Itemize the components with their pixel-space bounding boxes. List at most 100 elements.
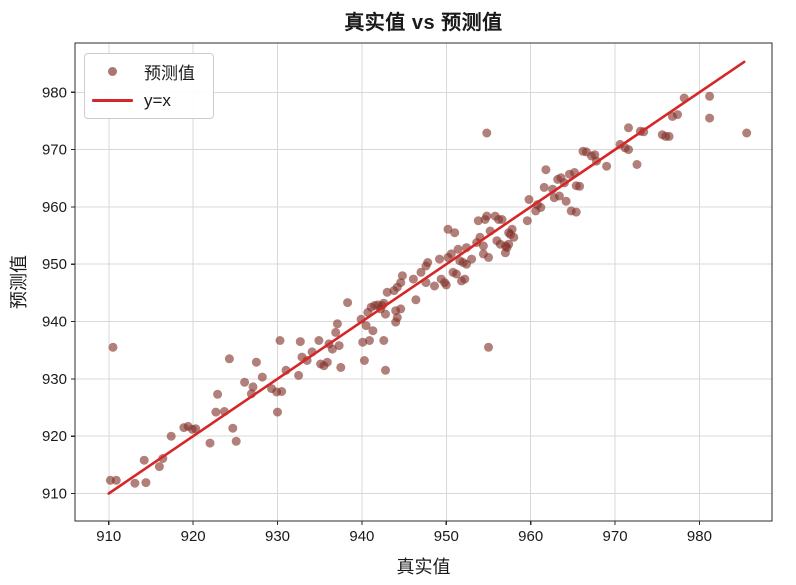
scatter-point bbox=[211, 407, 221, 417]
scatter-marker-icon bbox=[108, 66, 117, 76]
scatter-point bbox=[314, 336, 324, 345]
scatter-point bbox=[571, 207, 581, 217]
scatter-point bbox=[191, 424, 201, 434]
scatter-point bbox=[451, 269, 461, 279]
scatter-point bbox=[411, 295, 421, 305]
scatter-point bbox=[484, 342, 493, 352]
scatter-point bbox=[664, 131, 674, 141]
scatter-point bbox=[430, 281, 439, 291]
scatter-point bbox=[224, 354, 234, 364]
scatter-point bbox=[397, 271, 407, 281]
axes-spines bbox=[74, 42, 773, 522]
scatter-point bbox=[332, 319, 342, 329]
legend: 预测值 y=x bbox=[84, 53, 214, 119]
x-tick-label: 920 bbox=[181, 528, 206, 545]
legend-entry-scatter: 预测值 bbox=[92, 57, 209, 85]
scatter-point bbox=[408, 274, 418, 284]
scatter-point bbox=[473, 216, 483, 226]
scatter-point bbox=[205, 438, 215, 448]
scatter-point bbox=[497, 215, 507, 224]
scatter-point bbox=[295, 337, 305, 347]
scatter-point bbox=[111, 475, 121, 485]
scatter-point bbox=[379, 336, 389, 345]
scatter-point bbox=[139, 455, 149, 465]
scatter-point bbox=[482, 128, 492, 138]
scatter-point bbox=[482, 211, 492, 221]
line-marker-icon bbox=[92, 99, 133, 103]
scatter-point bbox=[361, 321, 371, 331]
y-tick-label: 940 bbox=[42, 314, 67, 331]
scatter-point bbox=[275, 336, 285, 345]
scatter-point bbox=[673, 110, 682, 120]
scatter-point bbox=[561, 196, 571, 206]
scatter-point bbox=[416, 267, 426, 277]
scatter-point bbox=[368, 326, 378, 336]
scatter-point bbox=[632, 160, 642, 169]
x-tick-label: 980 bbox=[687, 528, 712, 545]
scatter-point bbox=[522, 216, 532, 226]
scatter-point bbox=[484, 252, 493, 262]
scatter-point bbox=[240, 377, 250, 387]
scatter-point bbox=[331, 327, 341, 337]
x-tick-label: 930 bbox=[265, 528, 290, 545]
x-axis-label: 真实值 bbox=[396, 557, 451, 577]
scatter-point bbox=[154, 462, 164, 472]
scatter-point bbox=[108, 342, 118, 352]
scatter-point bbox=[141, 478, 151, 488]
x-tick-label: 970 bbox=[603, 528, 628, 545]
y-tick-label: 920 bbox=[42, 428, 67, 445]
legend-handle bbox=[92, 99, 133, 103]
x-tick-label: 960 bbox=[518, 528, 543, 545]
scatter-point bbox=[358, 337, 368, 347]
x-tick-label: 910 bbox=[96, 528, 121, 545]
scatter-point bbox=[251, 357, 261, 367]
x-tick-label: 950 bbox=[434, 528, 459, 545]
legend-label-scatter: 预测值 bbox=[144, 63, 195, 83]
scatter-point bbox=[435, 254, 444, 264]
scatter-point bbox=[423, 258, 433, 267]
scatter-point bbox=[273, 407, 282, 417]
y-axis-label: 预测值 bbox=[9, 255, 29, 309]
identity-line bbox=[107, 60, 746, 495]
y-tick-label: 970 bbox=[42, 142, 67, 159]
scatter-point bbox=[624, 145, 633, 155]
scatter-point bbox=[392, 313, 402, 322]
y-tick-label: 980 bbox=[42, 84, 67, 101]
scatter-point bbox=[509, 232, 519, 242]
scatter-point bbox=[336, 362, 346, 372]
scatter-point bbox=[705, 113, 715, 123]
scatter-point bbox=[443, 224, 453, 234]
scatter-point bbox=[705, 91, 715, 101]
scatter-point bbox=[467, 254, 477, 264]
scatter-point bbox=[365, 336, 374, 345]
scatter-point bbox=[524, 195, 534, 204]
scatter-point bbox=[382, 287, 392, 297]
scatter-point bbox=[441, 280, 451, 290]
scatter-point bbox=[213, 389, 223, 399]
scatter-point bbox=[166, 431, 176, 441]
legend-label-line: y=x bbox=[144, 90, 171, 110]
scatter-point bbox=[460, 274, 470, 284]
scatter-point bbox=[327, 344, 337, 354]
scatter-point bbox=[130, 478, 140, 488]
scatter-point bbox=[507, 224, 517, 234]
scatter-point bbox=[381, 309, 390, 319]
scatter-point bbox=[343, 298, 353, 308]
scatter-point bbox=[554, 191, 564, 201]
scatter-point bbox=[541, 165, 551, 175]
scatter-point bbox=[257, 372, 267, 382]
scatter-point bbox=[231, 436, 241, 446]
scatter-point bbox=[539, 182, 549, 192]
chart-title: 真实值 vs 预测值 bbox=[344, 12, 503, 34]
scatter-point bbox=[396, 304, 406, 314]
scatter-point bbox=[359, 356, 369, 365]
scatter-point bbox=[228, 423, 238, 433]
scatter-point bbox=[450, 228, 460, 238]
y-tick-label: 950 bbox=[42, 256, 67, 273]
scatter-point bbox=[504, 239, 514, 249]
y-tick-label: 910 bbox=[42, 485, 67, 502]
scatter-point bbox=[453, 244, 463, 254]
scatter-point bbox=[294, 370, 304, 380]
legend-handle bbox=[92, 66, 133, 76]
